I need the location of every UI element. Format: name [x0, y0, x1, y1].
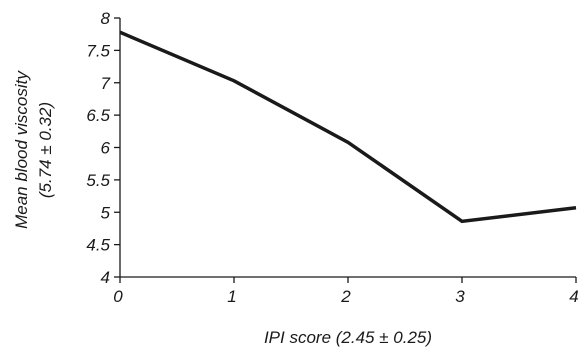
x-tick-label: 2 — [340, 287, 351, 306]
x-tick-label: 4 — [569, 287, 578, 306]
y-tick-label: 5.5 — [86, 171, 110, 190]
x-axis-title: IPI score (2.45 ± 0.25) — [264, 328, 432, 347]
series-line — [119, 30, 577, 224]
y-tick-label: 7.5 — [86, 41, 110, 60]
y-axis-title-line2: (5.74 ± 0.32) — [36, 102, 55, 198]
x-tick-label: 0 — [113, 287, 123, 306]
y-tick-label: 6.5 — [86, 106, 110, 125]
y-tick-label: 4.5 — [86, 236, 110, 255]
y-tick-label: 4 — [101, 268, 110, 287]
x-tick-label: 1 — [227, 287, 236, 306]
y-tick-label: 5 — [101, 203, 111, 222]
series-group — [119, 30, 577, 224]
y-ticks: 4 4.5 5 5.5 6 6.5 7 7.5 8 — [86, 9, 120, 287]
y-tick-label: 7 — [101, 74, 111, 93]
y-tick-label: 8 — [101, 9, 111, 28]
y-axis-title-line1: Mean blood viscosity — [12, 70, 31, 229]
x-tick-label: 3 — [455, 287, 465, 306]
y-axis-title: Mean blood viscosity (5.74 ± 0.32) — [12, 70, 55, 229]
x-ticks: 0 1 2 3 4 — [113, 277, 579, 306]
y-tick-label: 6 — [101, 139, 111, 158]
